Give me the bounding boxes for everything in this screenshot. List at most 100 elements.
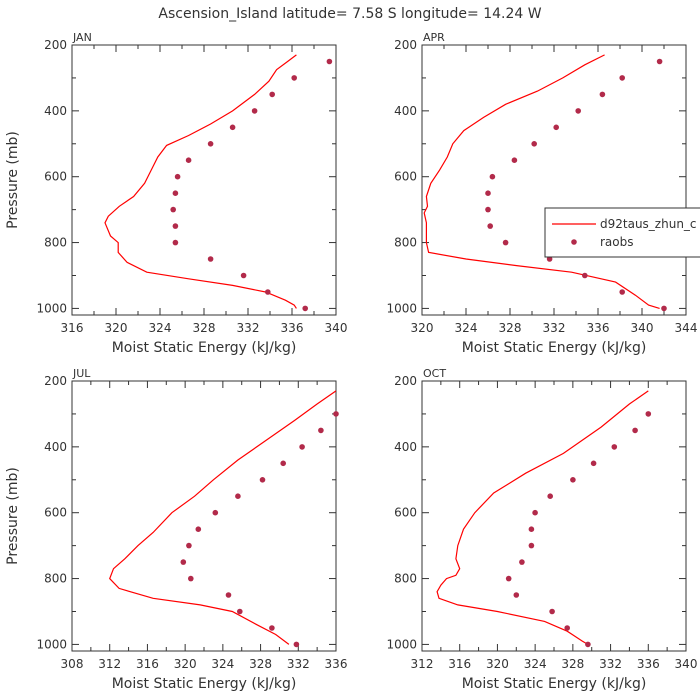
- x-tick-label: 324: [149, 321, 172, 335]
- raobs-point: [582, 272, 588, 279]
- plot-frame: [71, 380, 337, 652]
- figure-title: Ascension_Island latitude= 7.58 S longit…: [158, 6, 541, 22]
- x-axis-label: Moist Static Energy (kJ/kg): [462, 676, 647, 692]
- raobs-point: [172, 223, 179, 229]
- raobs-point: [240, 272, 247, 279]
- x-tick-label: 328: [499, 321, 522, 335]
- y-tick-label: 600: [394, 170, 417, 184]
- raobs-point: [302, 305, 309, 312]
- raobs-point: [269, 625, 275, 631]
- y-tick-label: 800: [394, 236, 417, 250]
- model-profile-line: [109, 390, 336, 645]
- raobs-point: [235, 493, 241, 500]
- y-tick-label: 600: [44, 170, 67, 184]
- panels: JAN 316 320 324 328 332 336 340 200 400 600 800 1000…: [5, 31, 700, 692]
- x-tick-label: 336: [325, 657, 348, 671]
- raobs-point: [645, 411, 652, 417]
- y-tick-label: 400: [44, 440, 67, 454]
- x-axis-label: Moist Static Energy (kJ/kg): [112, 340, 297, 356]
- model-profile-line: [104, 54, 297, 309]
- x-tick-label: 336: [637, 657, 660, 671]
- raobs-point: [174, 173, 181, 180]
- panel-label: JUL: [72, 367, 91, 380]
- plot-frame: [71, 44, 337, 316]
- raobs-point: [299, 444, 305, 450]
- raobs-point: [549, 608, 555, 615]
- y-tick-label: 600: [44, 506, 67, 520]
- x-tick-label: 328: [249, 657, 272, 671]
- x-axis-label: Moist Static Energy (kJ/kg): [112, 676, 297, 692]
- raobs-point: [485, 206, 491, 213]
- raobs-point: [619, 289, 625, 295]
- y-tick-label: 200: [394, 38, 417, 52]
- y-tick-label: 400: [394, 104, 417, 118]
- x-tick-label: 340: [631, 321, 654, 335]
- raobs-point: [326, 58, 333, 65]
- x-tick-label: 324: [524, 657, 547, 671]
- raobs-point: [661, 305, 667, 312]
- x-tick-label: 316: [136, 657, 159, 671]
- y-tick-label: 1000: [36, 637, 67, 651]
- x-tick-label: 316: [448, 657, 471, 671]
- y-tick-label: 400: [44, 104, 67, 118]
- y-axis-label: Pressure (mb): [5, 467, 21, 565]
- raobs-point: [513, 592, 520, 598]
- raobs-point: [293, 641, 300, 648]
- raobs-point: [570, 477, 576, 483]
- raobs-point: [547, 493, 553, 500]
- x-tick-label: 316: [61, 321, 84, 335]
- raobs-point: [511, 157, 518, 163]
- panel-label: OCT: [423, 367, 446, 380]
- panel-oct: OCT 312 316 320 324 328 332 336 340 200 400 600 800 1…: [386, 367, 697, 692]
- raobs-point: [553, 124, 559, 131]
- y-tick-label: 200: [394, 374, 417, 388]
- raobs-point: [489, 173, 496, 180]
- legend-box: [544, 207, 700, 258]
- panel-apr: APR 320 324 328 332 336 340 344 200 400 600 800 1000…: [386, 31, 700, 356]
- y-tick-label: 800: [394, 572, 417, 586]
- raobs-point: [251, 108, 258, 114]
- raobs-point: [259, 477, 266, 483]
- x-tick-label: 324: [455, 321, 478, 335]
- raobs-point: [532, 509, 538, 516]
- x-tick-label: 328: [561, 657, 584, 671]
- raobs-point: [528, 526, 535, 532]
- x-tick-label: 336: [587, 321, 610, 335]
- raobs-point: [590, 460, 597, 467]
- raobs-point: [611, 444, 618, 450]
- raobs-point: [212, 509, 219, 516]
- raobs-point: [225, 592, 232, 598]
- y-tick-label: 1000: [386, 301, 417, 315]
- raobs-point: [207, 256, 214, 262]
- raobs-point: [546, 256, 553, 262]
- x-tick-label: 320: [486, 657, 509, 671]
- raobs-point: [229, 124, 236, 131]
- legend-model-label: d92taus_zhun_c: [600, 217, 697, 231]
- raobs-point: [185, 157, 192, 163]
- panel-label: JAN: [72, 31, 92, 44]
- raobs-point: [599, 91, 606, 98]
- raobs-point: [172, 239, 179, 246]
- raobs-point: [519, 559, 525, 565]
- panel-jan: JAN 316 320 324 328 332 336 340 200 400 600 800 1000…: [5, 31, 347, 356]
- raobs-point: [280, 460, 287, 467]
- y-tick-label: 800: [44, 572, 67, 586]
- raobs-point: [487, 223, 494, 229]
- model-profile-line: [436, 390, 649, 645]
- y-tick-label: 1000: [386, 637, 417, 651]
- model-profile-line: [423, 54, 660, 309]
- panel-label: APR: [423, 31, 445, 44]
- raobs-point: [172, 190, 179, 196]
- raobs-point: [564, 625, 570, 631]
- raobs-point: [170, 206, 176, 213]
- x-tick-label: 312: [98, 657, 121, 671]
- x-tick-label: 332: [287, 657, 310, 671]
- x-tick-label: 308: [61, 657, 84, 671]
- x-tick-label: 324: [211, 657, 234, 671]
- raobs-point: [207, 141, 214, 147]
- raobs-point: [237, 608, 243, 615]
- raobs-point: [585, 641, 591, 648]
- raobs-point: [632, 427, 638, 434]
